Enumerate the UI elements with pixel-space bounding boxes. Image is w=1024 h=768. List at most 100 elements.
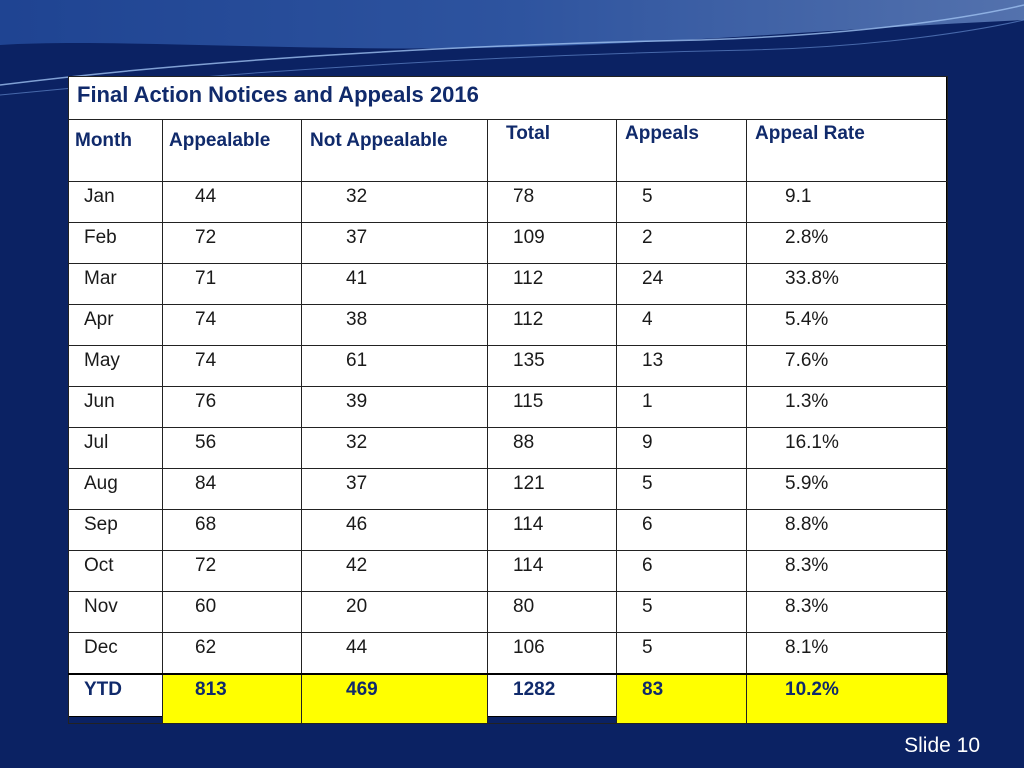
table-row: Sep 68 46 114 6 8.8%	[68, 509, 948, 551]
cell-month: Apr	[68, 304, 163, 346]
cell-appealable: 72	[162, 550, 302, 592]
cell-not-appealable: 37	[301, 222, 488, 264]
cell-not-appealable: 20	[301, 591, 488, 633]
cell-total: 135	[487, 345, 617, 387]
cell-total: 114	[487, 550, 617, 592]
cell-appeal-rate: 9.1	[746, 181, 948, 223]
cell-appeals: 24	[616, 263, 747, 305]
cell-appeal-rate: 8.8%	[746, 509, 948, 551]
cell-not-appealable: 37	[301, 468, 488, 510]
cell-month: Jul	[68, 427, 163, 469]
cell-total: 112	[487, 304, 617, 346]
appeals-table-container: Final Action Notices and Appeals 2016 Mo…	[68, 76, 948, 724]
cell-total: 114	[487, 509, 617, 551]
cell-total: 80	[487, 591, 617, 633]
cell-appeal-rate: 33.8%	[746, 263, 948, 305]
header-not-appealable: Not Appealable	[301, 119, 488, 182]
cell-appeals: 2	[616, 222, 747, 264]
cell-total: 112	[487, 263, 617, 305]
table-row: Mar 71 41 112 24 33.8%	[68, 263, 948, 305]
ytd-not-appealable: 469	[301, 673, 488, 724]
cell-month: Mar	[68, 263, 163, 305]
table-row: Aug 84 37 121 5 5.9%	[68, 468, 948, 510]
cell-month: Jan	[68, 181, 163, 223]
cell-appeals: 13	[616, 345, 747, 387]
cell-appeals: 4	[616, 304, 747, 346]
cell-appeal-rate: 8.1%	[746, 632, 948, 674]
cell-total: 78	[487, 181, 617, 223]
cell-appeals: 5	[616, 181, 747, 223]
cell-month: Sep	[68, 509, 163, 551]
table-row: Jan 44 32 78 5 9.1	[68, 181, 948, 223]
cell-total: 109	[487, 222, 617, 264]
cell-not-appealable: 38	[301, 304, 488, 346]
cell-appealable: 60	[162, 591, 302, 633]
cell-appeal-rate: 8.3%	[746, 550, 948, 592]
cell-appealable: 76	[162, 386, 302, 428]
cell-not-appealable: 32	[301, 181, 488, 223]
ytd-appeals: 83	[616, 673, 747, 724]
cell-appeals: 5	[616, 591, 747, 633]
cell-appeal-rate: 2.8%	[746, 222, 948, 264]
appeals-table: Final Action Notices and Appeals 2016 Mo…	[68, 76, 948, 724]
table-row: Jul 56 32 88 9 16.1%	[68, 427, 948, 469]
cell-total: 106	[487, 632, 617, 674]
slide-number: Slide 10	[904, 734, 980, 757]
cell-total: 121	[487, 468, 617, 510]
cell-appeals: 5	[616, 632, 747, 674]
cell-not-appealable: 61	[301, 345, 488, 387]
cell-appealable: 68	[162, 509, 302, 551]
header-total: Total	[487, 119, 617, 182]
table-row: Nov 60 20 80 5 8.3%	[68, 591, 948, 633]
cell-not-appealable: 39	[301, 386, 488, 428]
cell-month: Dec	[68, 632, 163, 674]
cell-not-appealable: 44	[301, 632, 488, 674]
cell-not-appealable: 42	[301, 550, 488, 592]
table-row: Dec 62 44 106 5 8.1%	[68, 632, 948, 674]
cell-appeal-rate: 5.4%	[746, 304, 948, 346]
cell-month: Feb	[68, 222, 163, 264]
table-title: Final Action Notices and Appeals 2016	[68, 76, 948, 120]
cell-month: Aug	[68, 468, 163, 510]
ytd-appeal-rate: 10.2%	[746, 673, 948, 724]
ytd-appealable: 813	[162, 673, 302, 724]
cell-appeals: 1	[616, 386, 747, 428]
table-row: Feb 72 37 109 2 2.8%	[68, 222, 948, 264]
table-row: Jun 76 39 115 1 1.3%	[68, 386, 948, 428]
cell-appealable: 56	[162, 427, 302, 469]
cell-month: Oct	[68, 550, 163, 592]
header-row: Month Appealable Not Appealable Total Ap…	[68, 119, 948, 182]
table-row: Oct 72 42 114 6 8.3%	[68, 550, 948, 592]
cell-appeal-rate: 7.6%	[746, 345, 948, 387]
cell-total: 115	[487, 386, 617, 428]
cell-month: Jun	[68, 386, 163, 428]
cell-appealable: 44	[162, 181, 302, 223]
cell-appeal-rate: 1.3%	[746, 386, 948, 428]
header-appealable: Appealable	[162, 119, 302, 182]
cell-appeals: 6	[616, 509, 747, 551]
cell-month: Nov	[68, 591, 163, 633]
cell-appealable: 72	[162, 222, 302, 264]
ytd-label: YTD	[68, 673, 163, 724]
cell-appealable: 71	[162, 263, 302, 305]
header-appeal-rate: Appeal Rate	[746, 119, 948, 182]
cell-appealable: 84	[162, 468, 302, 510]
cell-total: 88	[487, 427, 617, 469]
ytd-total: 1282	[487, 673, 617, 724]
cell-not-appealable: 32	[301, 427, 488, 469]
cell-appealable: 74	[162, 345, 302, 387]
cell-appeal-rate: 8.3%	[746, 591, 948, 633]
cell-not-appealable: 46	[301, 509, 488, 551]
cell-appealable: 74	[162, 304, 302, 346]
cell-appeals: 6	[616, 550, 747, 592]
header-appeals: Appeals	[616, 119, 747, 182]
cell-month: May	[68, 345, 163, 387]
table-row: Apr 74 38 112 4 5.4%	[68, 304, 948, 346]
cell-appealable: 62	[162, 632, 302, 674]
cell-appeal-rate: 5.9%	[746, 468, 948, 510]
header-month: Month	[68, 119, 163, 182]
cell-appeals: 5	[616, 468, 747, 510]
table-row: May 74 61 135 13 7.6%	[68, 345, 948, 387]
cell-not-appealable: 41	[301, 263, 488, 305]
cell-appeal-rate: 16.1%	[746, 427, 948, 469]
